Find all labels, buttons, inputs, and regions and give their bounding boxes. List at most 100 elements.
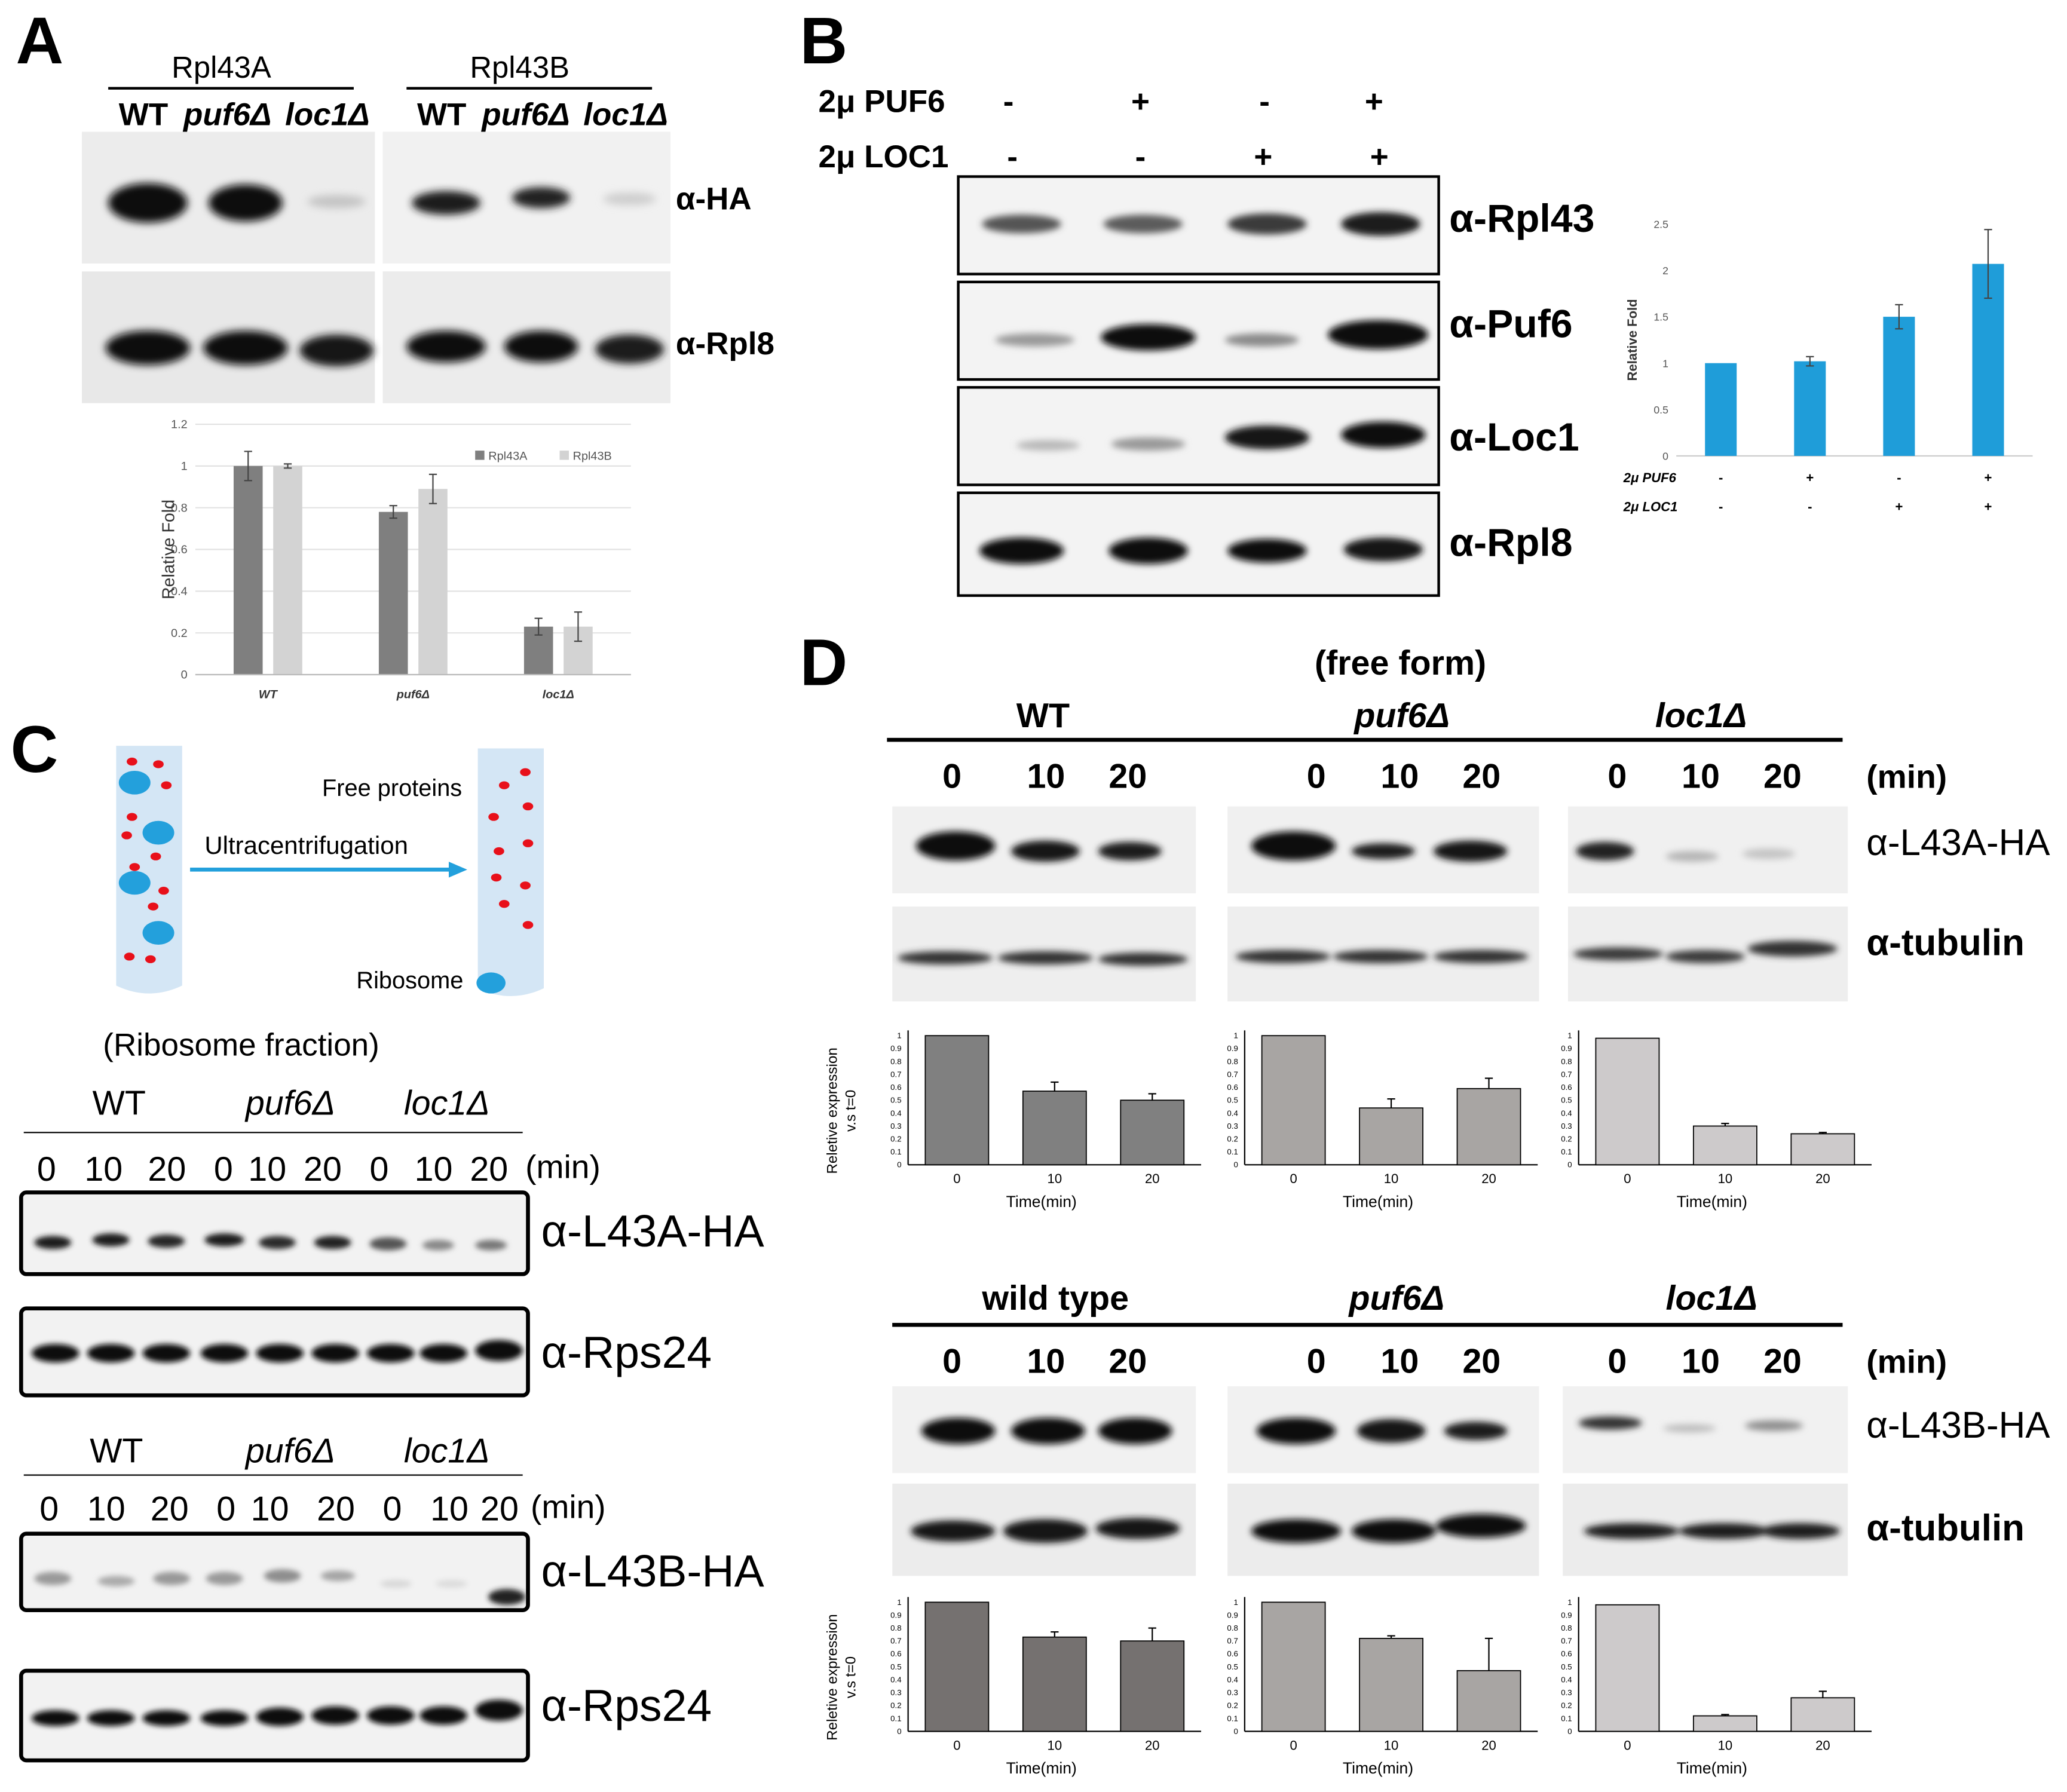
y-tick-label: 0 (897, 1727, 901, 1736)
blot-band (203, 330, 288, 365)
blot-band (1101, 324, 1196, 351)
x-tick-label: 20 (1481, 1738, 1496, 1753)
bar (1794, 361, 1826, 456)
x-tick-label: 10 (1048, 1738, 1062, 1753)
time-label: 0 (1607, 756, 1627, 796)
x-tick-label: 20 (1481, 1171, 1496, 1186)
blot-band (995, 333, 1074, 347)
strain-label: WT (1016, 696, 1070, 736)
time-label: 20 (1462, 1341, 1501, 1381)
blot-band (105, 330, 191, 365)
bar (273, 465, 302, 675)
blot-band (1010, 840, 1080, 862)
y-tick-label: 0.4 (890, 1675, 901, 1684)
sign-label: - (1897, 470, 1901, 485)
lane-label: WT (118, 97, 169, 133)
strain-label: wild type (982, 1278, 1129, 1318)
free-protein-dot (491, 873, 502, 882)
bar (1359, 1107, 1423, 1166)
time-label: 0 (1306, 1341, 1326, 1381)
plus-minus-sign: - (1007, 139, 1018, 176)
time-label: 0 (942, 756, 962, 796)
group-underline (108, 87, 354, 90)
blot-band (142, 1710, 191, 1726)
bar (233, 465, 263, 675)
y-tick-label: 0.6 (1227, 1649, 1238, 1658)
group-title-rpl43a: Rpl43A (172, 50, 271, 85)
blot-label-l43a-ha: α-L43A-HA (1866, 822, 2050, 863)
x-tick-label: 10 (1718, 1171, 1733, 1186)
y-tick-label: 0.6 (890, 1649, 901, 1658)
free-protein-dot (522, 802, 534, 811)
y-tick-label: 0.1 (1561, 1147, 1572, 1156)
x-axis-label: Time(min) (1006, 1759, 1077, 1777)
y-tick-label: 0 (1567, 1727, 1572, 1736)
y-tick-label: 0.6 (1227, 1083, 1238, 1092)
y-tick-label: 0.8 (890, 1623, 901, 1632)
x-tick-label: loc1Δ (543, 688, 574, 702)
y-tick-label: 0.5 (1227, 1096, 1238, 1105)
ribosome-particle (142, 921, 174, 945)
blot-band (979, 537, 1064, 564)
free-protein-dot (522, 839, 534, 847)
ultracentrifugation-label: Ultracentrifugation (204, 832, 408, 860)
panel-d-title: (free form) (1314, 643, 1487, 683)
time-label: 20 (470, 1148, 509, 1189)
blot-band (595, 335, 664, 364)
row-label-puf6: 2μ PUF6 (818, 84, 945, 120)
x-axis-label: Time(min) (1343, 1193, 1413, 1211)
time-label: 20 (304, 1148, 342, 1189)
tube-after (477, 748, 544, 997)
blot-band (1665, 949, 1746, 963)
arrow-head (448, 862, 467, 878)
min-label: (min) (525, 1148, 601, 1186)
y-tick-label: 1 (1567, 1598, 1572, 1607)
y-tick-label: 0.4 (1227, 1108, 1238, 1117)
y-tick-label: 0.1 (1561, 1714, 1572, 1723)
blot-label-rpl43: α-Rpl43 (1449, 197, 1595, 241)
blot-band (1433, 949, 1529, 963)
y-tick-label: 0.7 (1561, 1637, 1572, 1646)
time-label: 0 (1306, 756, 1326, 796)
strain-label: loc1Δ (403, 1430, 490, 1471)
free-protein-dot (153, 760, 164, 768)
x-tick-label: 10 (1048, 1171, 1062, 1186)
time-label: 10 (1682, 1341, 1720, 1381)
ultracentrifugation-schematic (116, 746, 544, 997)
y-axis-label: Reletive expression (824, 1614, 840, 1741)
free-proteins-label: Free proteins (321, 774, 463, 801)
bar (1022, 1090, 1087, 1166)
y-tick-label: 0.9 (1561, 1044, 1572, 1053)
blot-band (1584, 1523, 1679, 1539)
y-tick-label: 1 (1662, 357, 1668, 369)
blot-band (603, 192, 656, 206)
blot-band (204, 1233, 244, 1247)
y-tick-label: 1 (1233, 1031, 1238, 1040)
blot-band (1224, 425, 1310, 449)
time-label: 10 (250, 1488, 289, 1528)
y-tick-label: 0.7 (1561, 1070, 1572, 1079)
panel-c-top-blot-image (19, 1190, 530, 1398)
y-tick-label: 0.7 (1227, 1637, 1238, 1646)
blot-band (1256, 1417, 1336, 1444)
x-tick-label: 10 (1384, 1171, 1399, 1186)
y-tick-label: 0.8 (890, 1057, 901, 1066)
time-label: 10 (248, 1148, 287, 1189)
y-tick-label: 0.5 (1561, 1096, 1572, 1105)
legend-swatch (559, 451, 569, 460)
panel-a-blot-image (81, 131, 671, 403)
min-label: (min) (1866, 1344, 1947, 1381)
y-tick-label: 0 (181, 669, 188, 682)
bar (418, 489, 448, 675)
blot-band (1108, 537, 1188, 564)
blot-band (264, 1569, 301, 1583)
blot-band (1341, 421, 1426, 448)
y-tick-label: 0.8 (1227, 1057, 1238, 1066)
y-tick-label: 2.5 (1653, 218, 1668, 230)
strain-label: loc1Δ (1655, 696, 1747, 736)
blot-band (1351, 1519, 1437, 1543)
time-label: 20 (1108, 756, 1147, 796)
legend-swatch (475, 451, 485, 460)
y-tick-label: 0.9 (890, 1610, 901, 1619)
blot-band (320, 1570, 356, 1582)
